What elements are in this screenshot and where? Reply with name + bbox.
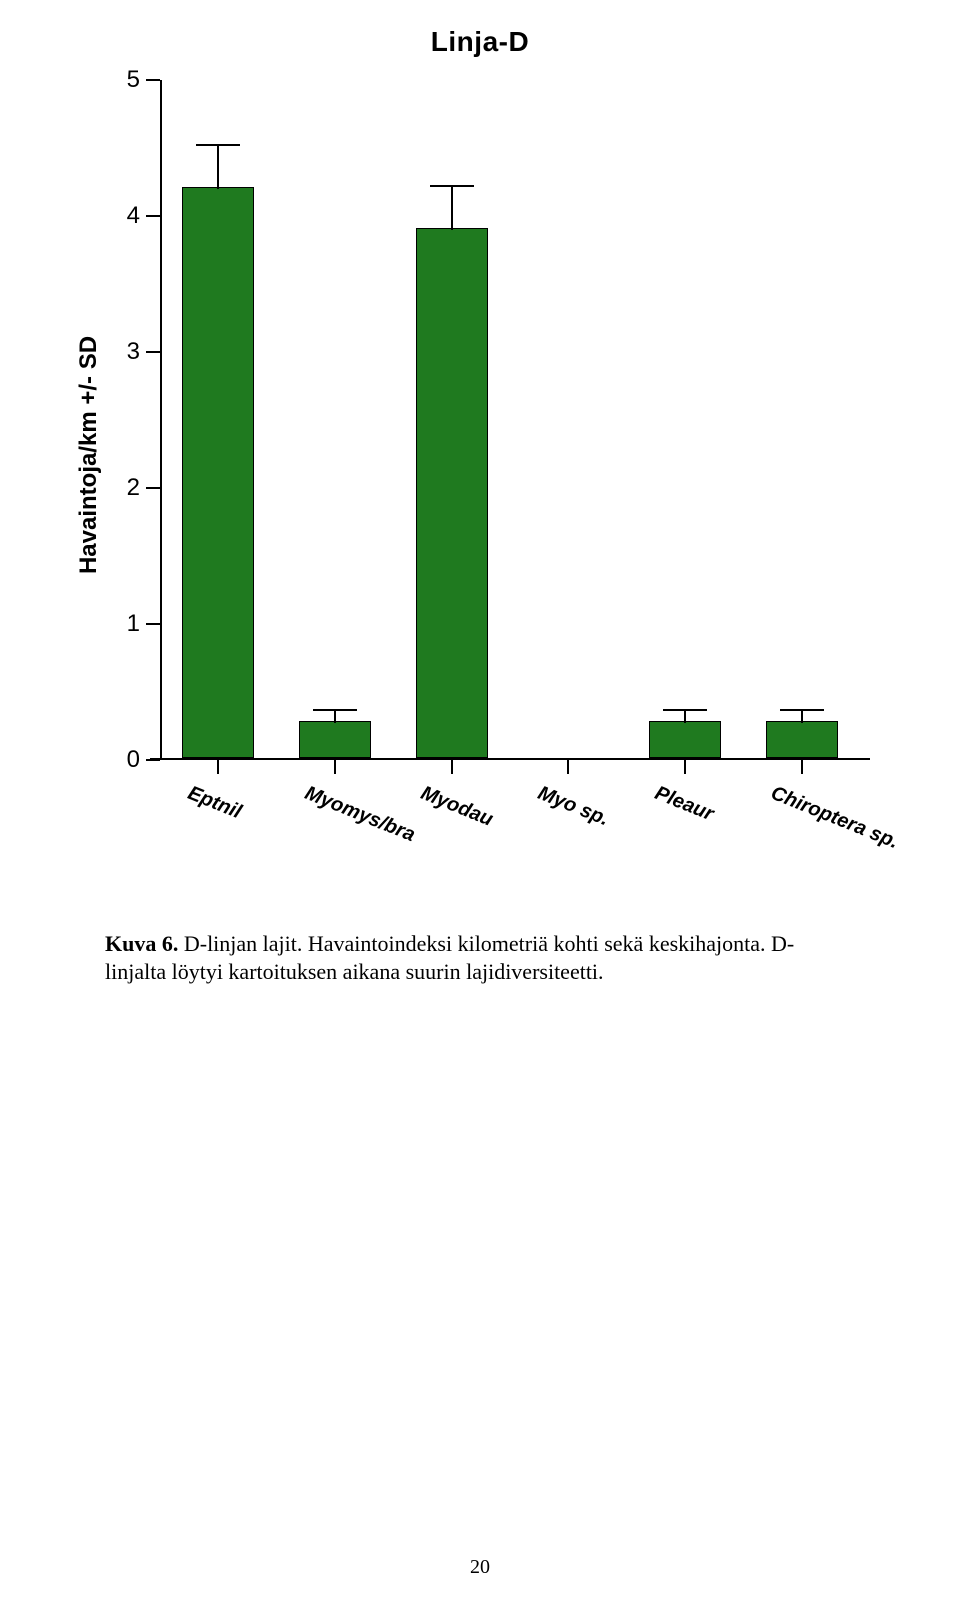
x-tick-label: Eptnil (184, 782, 244, 824)
x-tick-label: Pleaur (651, 782, 716, 826)
bar (649, 721, 721, 758)
error-bar-stem (334, 710, 336, 724)
plot-area: 012345EptnilMyomys/braMyodauMyo sp.Pleau… (160, 80, 860, 760)
error-bar-cap (196, 144, 240, 146)
error-bar-cap (780, 709, 824, 711)
caption-text: D-linjan lajit. Havaintoindeksi kilometr… (105, 931, 794, 984)
y-tick-label: 0 (108, 746, 140, 774)
linja-d-chart: Linja-D Havaintoja/km +/- SD 012345Eptni… (60, 20, 900, 890)
error-bar-stem (451, 186, 453, 230)
x-tick (217, 760, 219, 774)
y-tick (146, 487, 160, 489)
bar (182, 187, 254, 758)
y-axis-line (160, 80, 162, 760)
y-tick-label: 5 (108, 66, 140, 94)
x-tick (684, 760, 686, 774)
error-bar-cap (663, 709, 707, 711)
bar (766, 721, 838, 758)
x-axis-line (150, 758, 870, 760)
x-tick-label: Myomys/bra (301, 782, 418, 847)
x-tick (567, 760, 569, 774)
x-tick (334, 760, 336, 774)
y-tick-label: 2 (108, 474, 140, 502)
error-bar-cap (313, 709, 357, 711)
x-tick-label: Chiroptera sp. (768, 782, 902, 854)
y-tick (146, 79, 160, 81)
y-tick (146, 215, 160, 217)
y-tick (146, 623, 160, 625)
y-tick-label: 4 (108, 202, 140, 230)
error-bar-stem (684, 710, 686, 724)
y-tick-label: 3 (108, 338, 140, 366)
y-tick (146, 759, 160, 761)
y-tick-label: 1 (108, 610, 140, 638)
error-bar-stem (801, 710, 803, 724)
y-axis-title: Havaintoja/km +/- SD (75, 336, 103, 574)
x-tick-label: Myo sp. (534, 782, 612, 831)
bar (416, 228, 488, 758)
error-bar-cap (430, 185, 474, 187)
chart-title: Linja-D (60, 26, 900, 58)
x-tick (451, 760, 453, 774)
x-tick (801, 760, 803, 774)
page-number: 20 (0, 1556, 960, 1579)
error-bar-stem (217, 145, 219, 189)
figure-caption: Kuva 6. D-linjan lajit. Havaintoindeksi … (105, 930, 855, 985)
y-tick (146, 351, 160, 353)
caption-lead: Kuva 6. (105, 931, 178, 956)
x-tick-label: Myodau (418, 782, 497, 832)
bar (299, 721, 371, 758)
